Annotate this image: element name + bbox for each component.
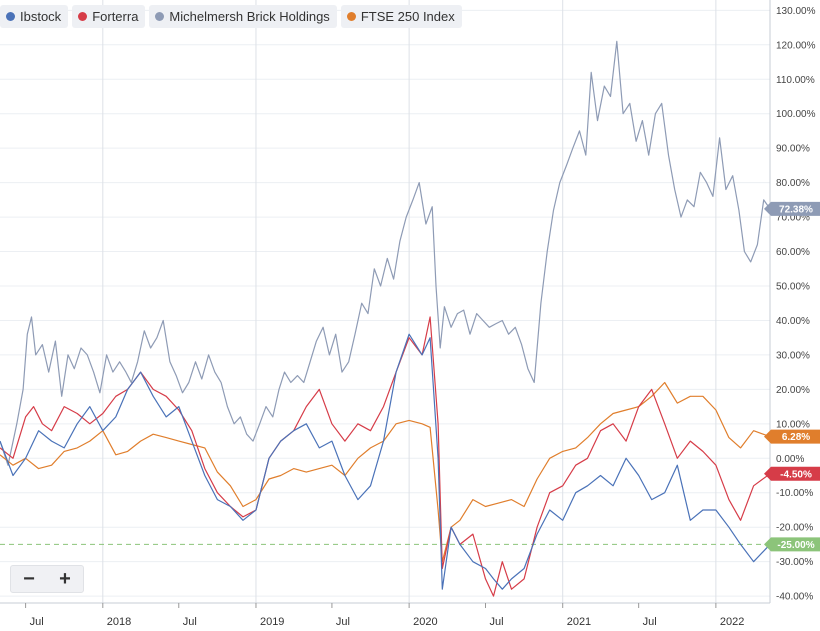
y-tick-label: 120.00% xyxy=(776,40,816,51)
value-tag-ftse-250-index: 6.28% xyxy=(782,432,810,443)
value-tag-michelmersh-brick-holdings-bg xyxy=(764,201,820,216)
legend-item-ftse-250[interactable]: FTSE 250 Index xyxy=(340,5,462,28)
y-tick-label: -30.00% xyxy=(776,557,813,568)
x-tick-label: 2020 xyxy=(413,616,437,628)
x-tick-label: Jul xyxy=(183,616,197,628)
x-tick-label: 2018 xyxy=(107,616,131,628)
x-tick-label: 2021 xyxy=(567,616,591,628)
y-tick-label: 0.00% xyxy=(776,454,804,465)
x-tick-label: 2022 xyxy=(720,616,744,628)
legend-label: FTSE 250 Index xyxy=(360,9,455,24)
y-tick-label: -20.00% xyxy=(776,523,813,534)
legend-item-ibstock[interactable]: Ibstock xyxy=(0,5,69,28)
legend-item-forterra[interactable]: Forterra xyxy=(72,5,146,28)
series-line-michelmersh-brick-holdings xyxy=(0,40,771,466)
y-tick-label: 50.00% xyxy=(776,281,810,292)
series-line-ibstock xyxy=(0,333,771,590)
legend-marker-icon xyxy=(78,12,88,21)
zoom-in-button[interactable]: + xyxy=(59,567,71,590)
value-tag-michelmersh-brick-holdings: 72.38% xyxy=(779,204,813,215)
legend-marker-icon xyxy=(6,12,15,21)
y-tick-label: 80.00% xyxy=(776,178,810,189)
x-tick-label: Jul xyxy=(336,616,350,628)
legend-marker-icon xyxy=(346,12,356,21)
legend-label: Forterra xyxy=(92,9,139,24)
y-tick-label: 10.00% xyxy=(776,419,810,430)
y-tick-label: 130.00% xyxy=(776,6,816,17)
value-tag-reference: -25.00% xyxy=(777,540,814,551)
y-tick-label: 60.00% xyxy=(776,247,810,258)
zoom-control: − + xyxy=(10,565,84,593)
zoom-out-button[interactable]: − xyxy=(23,567,35,590)
y-tick-label: 90.00% xyxy=(776,144,810,155)
x-tick-label: 2019 xyxy=(260,616,284,628)
value-tag-reference-bg xyxy=(764,537,820,552)
y-tick-label: -40.00% xyxy=(776,592,813,603)
legend-label: Michelmersh Brick Holdings xyxy=(169,9,330,24)
series-line-ftse-250-index xyxy=(0,381,771,563)
y-tick-label: 20.00% xyxy=(776,385,810,396)
value-tag-ftse-250-index-bg xyxy=(764,429,820,444)
series-line-forterra xyxy=(0,316,771,597)
y-tick-label: 70.00% xyxy=(776,213,810,224)
legend-marker-icon xyxy=(155,12,165,21)
y-tick-label: 40.00% xyxy=(776,316,810,327)
y-tick-label: 100.00% xyxy=(776,109,816,120)
y-tick-label: -10.00% xyxy=(776,488,813,499)
legend-label: Ibstock xyxy=(20,9,62,24)
value-tag-forterra-bg xyxy=(764,466,820,481)
value-tag-forterra: -4.50% xyxy=(780,469,812,480)
x-tick-label: Jul xyxy=(643,616,657,628)
x-tick-label: Jul xyxy=(489,616,503,628)
legend-item-michelmersh[interactable]: Michelmersh Brick Holdings xyxy=(149,5,337,28)
x-tick-label: Jul xyxy=(30,616,44,628)
y-tick-label: 30.00% xyxy=(776,350,810,361)
legend: Ibstock Forterra Michelmersh Brick Holdi… xyxy=(0,5,462,28)
y-tick-label: 110.00% xyxy=(776,75,815,86)
